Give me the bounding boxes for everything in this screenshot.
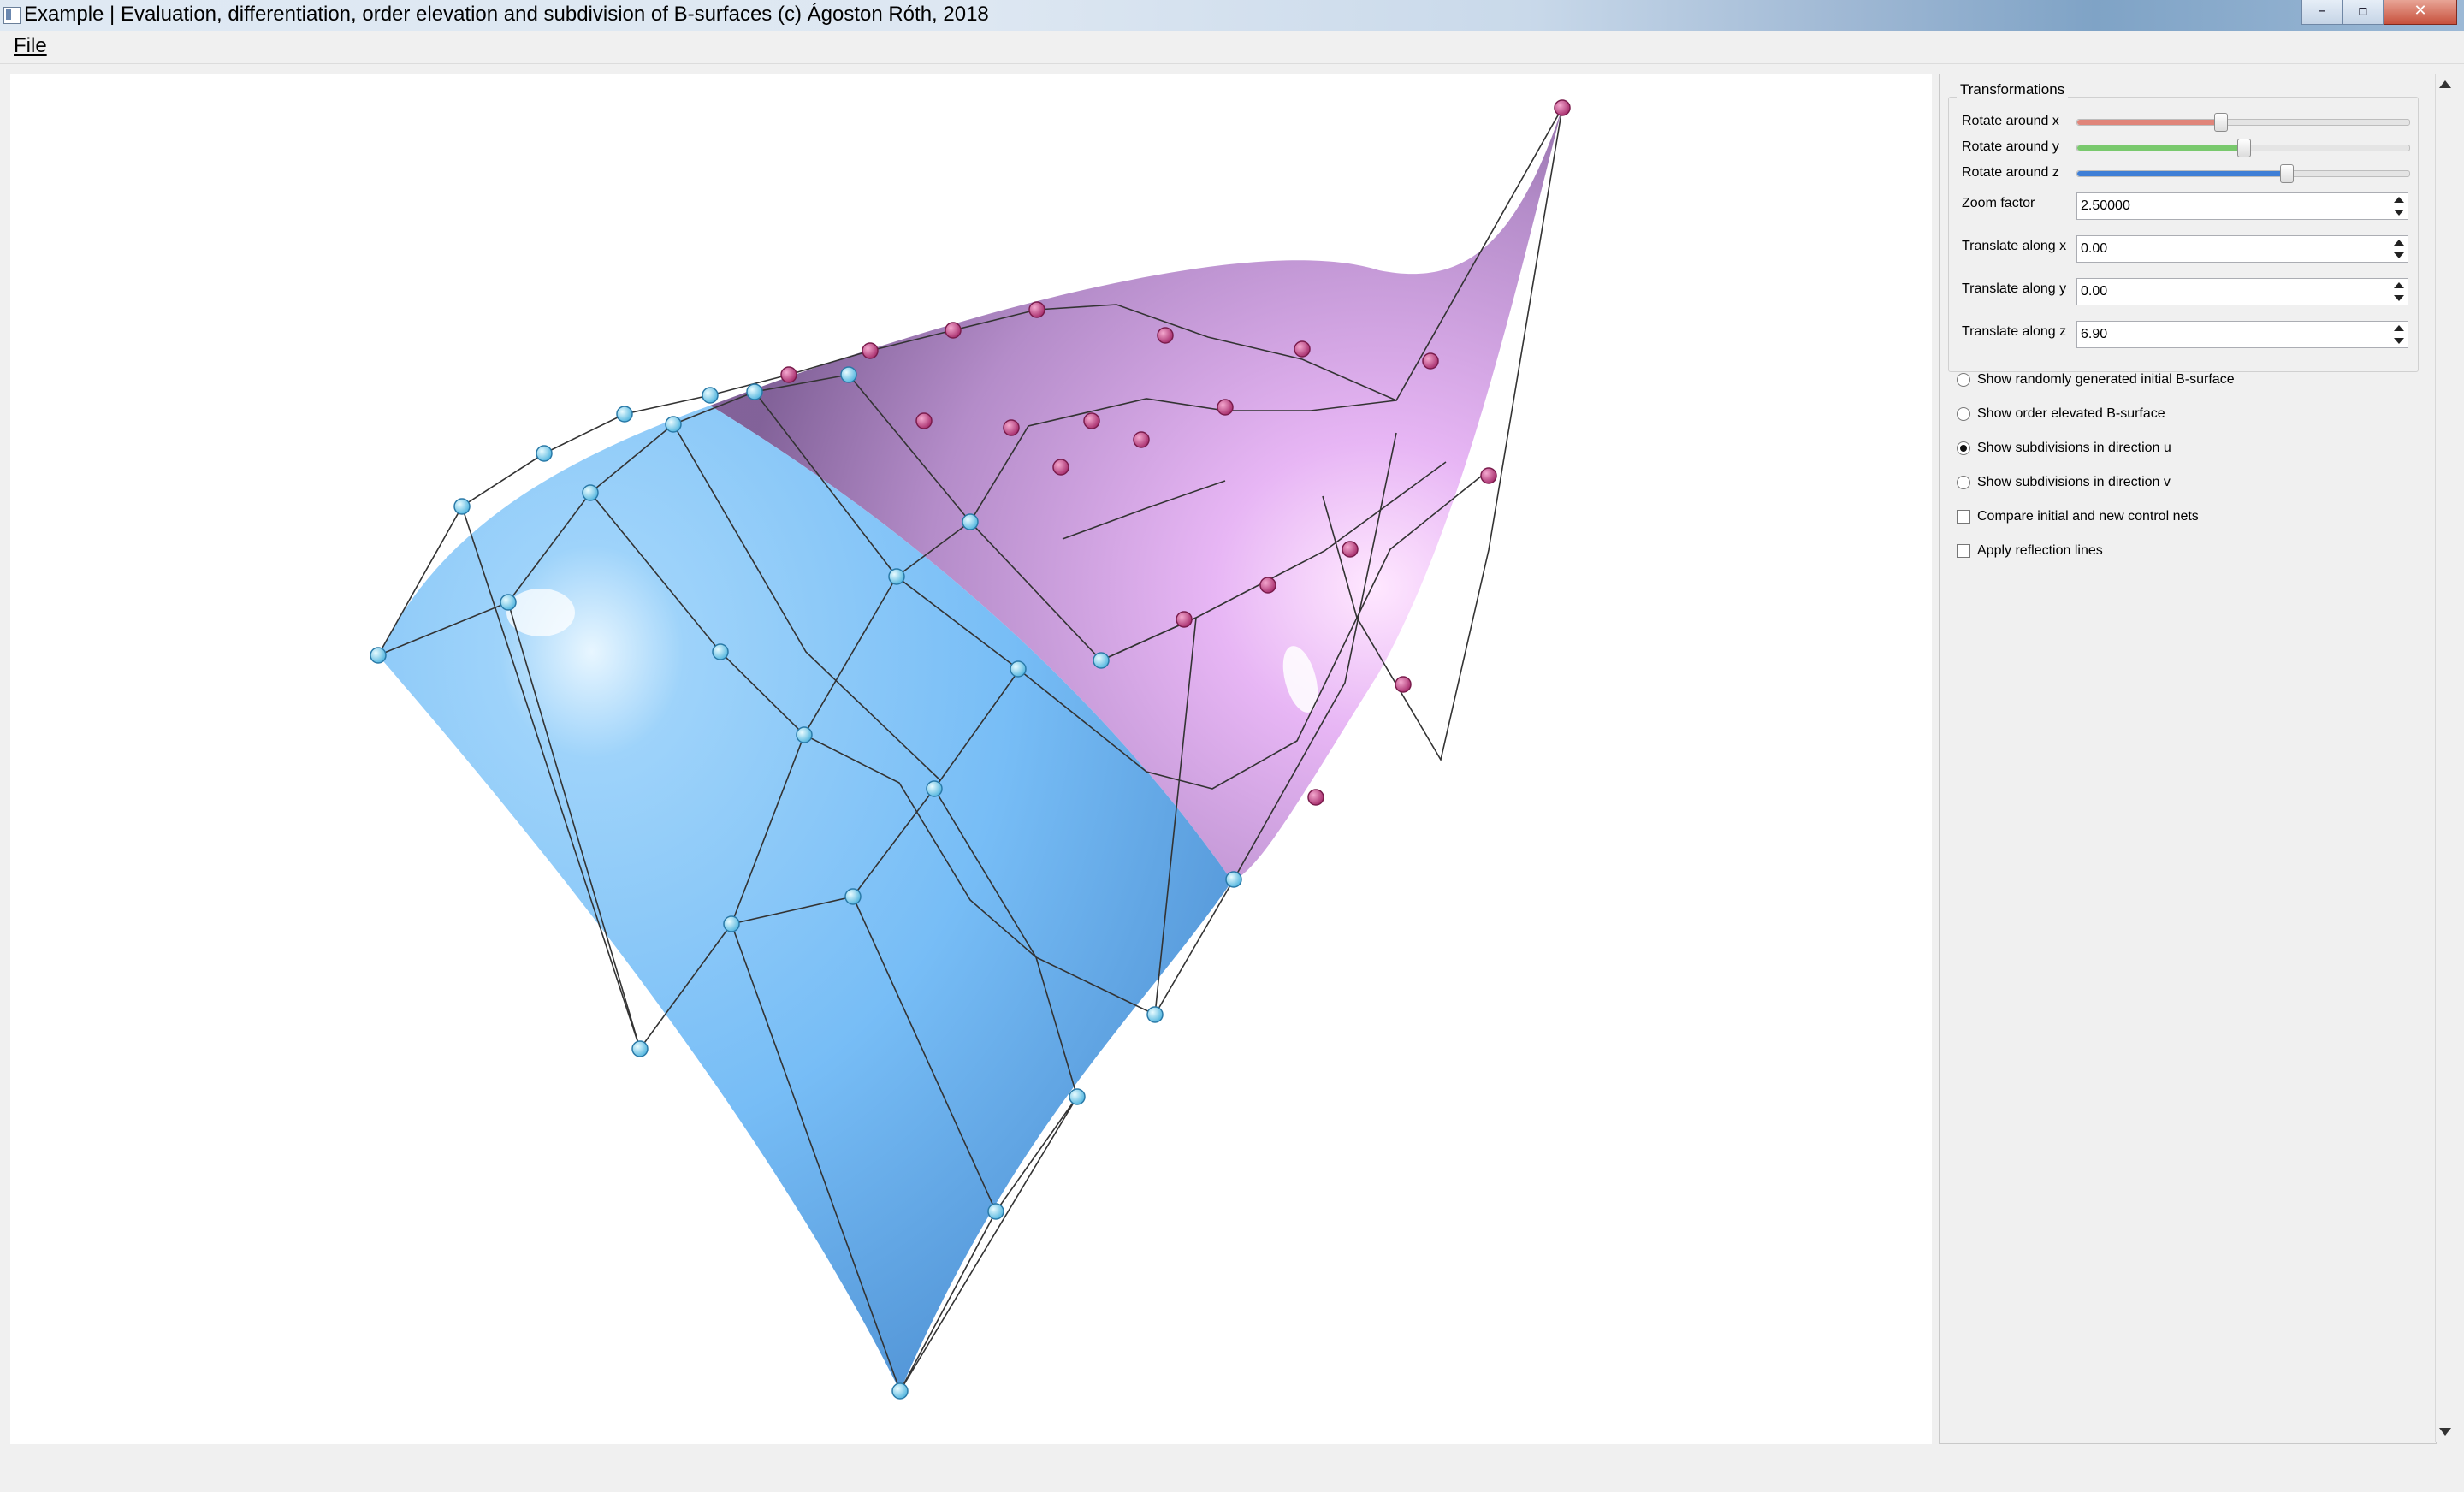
zoom-factor-stepper[interactable] (2390, 193, 2408, 219)
translate-z-stepper[interactable] (2390, 322, 2408, 347)
translate-y-stepper[interactable] (2390, 279, 2408, 305)
translate-x-spinbox[interactable] (2076, 235, 2408, 263)
scroll-down-icon[interactable] (2439, 1428, 2451, 1436)
purple-control-points (780, 99, 1571, 806)
app-icon (3, 7, 21, 24)
spin-down-icon[interactable] (2394, 252, 2404, 258)
radio-icon[interactable] (1957, 476, 1970, 489)
purple-surface-patch (710, 108, 1562, 881)
zoom-factor-spinbox[interactable] (2076, 192, 2408, 220)
gl-viewport[interactable] (10, 74, 1932, 1444)
checkbox-compare-nets-label: Compare initial and new control nets (1977, 509, 2199, 524)
checkbox-reflection-lines[interactable]: Apply reflection lines (1957, 543, 2103, 559)
rotate-x-fill (2077, 120, 2220, 125)
menu-bar: File (0, 31, 2464, 64)
radio-initial-surface[interactable]: Show randomly generated initial B-surfac… (1957, 372, 2235, 388)
rotate-x-label: Rotate around x (1962, 114, 2059, 128)
maximize-button[interactable]: ▫ (2343, 0, 2384, 25)
menu-file[interactable]: File (14, 34, 47, 58)
scroll-up-icon[interactable] (2439, 80, 2451, 88)
rotate-y-thumb[interactable] (2237, 139, 2251, 157)
close-button[interactable]: ✕ (2384, 0, 2457, 25)
transformations-group (1948, 97, 2419, 372)
transformations-title: Transformations (1957, 81, 2069, 98)
spin-down-icon[interactable] (2394, 210, 2404, 216)
window-controls: – ▫ ✕ (2301, 0, 2457, 25)
translate-x-label: Translate along x (1962, 239, 2067, 253)
rotate-z-thumb[interactable] (2280, 164, 2295, 183)
translate-x-input[interactable] (2081, 239, 2380, 259)
spin-up-icon[interactable] (2394, 282, 2404, 288)
translate-y-label: Translate along y (1962, 281, 2067, 296)
control-net-lines (377, 107, 1563, 1392)
translate-z-label: Translate along z (1962, 324, 2067, 339)
checkbox-icon[interactable] (1957, 510, 1970, 524)
spin-up-icon[interactable] (2394, 325, 2404, 331)
window-title: Example | Evaluation, differentiation, o… (24, 3, 989, 26)
rotate-z-fill (2077, 171, 2287, 176)
translate-z-spinbox[interactable] (2076, 321, 2408, 348)
translate-x-stepper[interactable] (2390, 236, 2408, 262)
rotate-y-label: Rotate around y (1962, 139, 2059, 154)
radio-order-elevated-label: Show order elevated B-surface (1977, 406, 2165, 421)
checkbox-reflection-lines-label: Apply reflection lines (1977, 543, 2103, 558)
zoom-factor-label: Zoom factor (1962, 196, 2035, 210)
title-bar: Example | Evaluation, differentiation, o… (0, 0, 2464, 31)
radio-subdivision-u-label: Show subdivisions in direction u (1977, 441, 2171, 455)
radio-subdivision-v-label: Show subdivisions in direction v (1977, 475, 2171, 489)
rotate-y-fill (2077, 145, 2243, 151)
panel-scrollbar[interactable] (2435, 74, 2455, 1442)
checkbox-compare-nets[interactable]: Compare initial and new control nets (1957, 509, 2199, 524)
spin-down-icon[interactable] (2394, 338, 2404, 344)
spin-up-icon[interactable] (2394, 240, 2404, 246)
surface-render (370, 99, 1571, 1400)
radio-order-elevated[interactable]: Show order elevated B-surface (1957, 406, 2165, 422)
rotate-x-thumb[interactable] (2213, 113, 2228, 132)
radio-subdivision-v[interactable]: Show subdivisions in direction v (1957, 475, 2171, 490)
radio-initial-surface-label: Show randomly generated initial B-surfac… (1977, 372, 2235, 387)
translate-y-input[interactable] (2081, 281, 2380, 302)
menu-file-label: File (14, 34, 47, 57)
blue-control-points (370, 366, 1242, 1400)
radio-subdivision-u[interactable]: Show subdivisions in direction u (1957, 441, 2171, 456)
rotate-y-slider[interactable] (2076, 139, 2410, 157)
control-panel: Transformations Rotate around x Rotate a… (1939, 74, 2437, 1444)
radio-icon[interactable] (1957, 441, 1970, 455)
translate-y-spinbox[interactable] (2076, 278, 2408, 305)
blue-surface-patch (378, 406, 1232, 1391)
translate-z-input[interactable] (2081, 324, 2380, 345)
checkbox-icon[interactable] (1957, 544, 1970, 558)
minimize-button[interactable]: – (2301, 0, 2343, 25)
radio-icon[interactable] (1957, 373, 1970, 387)
spin-up-icon[interactable] (2394, 197, 2404, 203)
zoom-factor-input[interactable] (2081, 196, 2380, 216)
rotate-z-label: Rotate around z (1962, 165, 2059, 180)
rotate-x-slider[interactable] (2076, 113, 2410, 132)
rotate-z-slider[interactable] (2076, 164, 2410, 183)
radio-icon[interactable] (1957, 407, 1970, 421)
spin-down-icon[interactable] (2394, 295, 2404, 301)
